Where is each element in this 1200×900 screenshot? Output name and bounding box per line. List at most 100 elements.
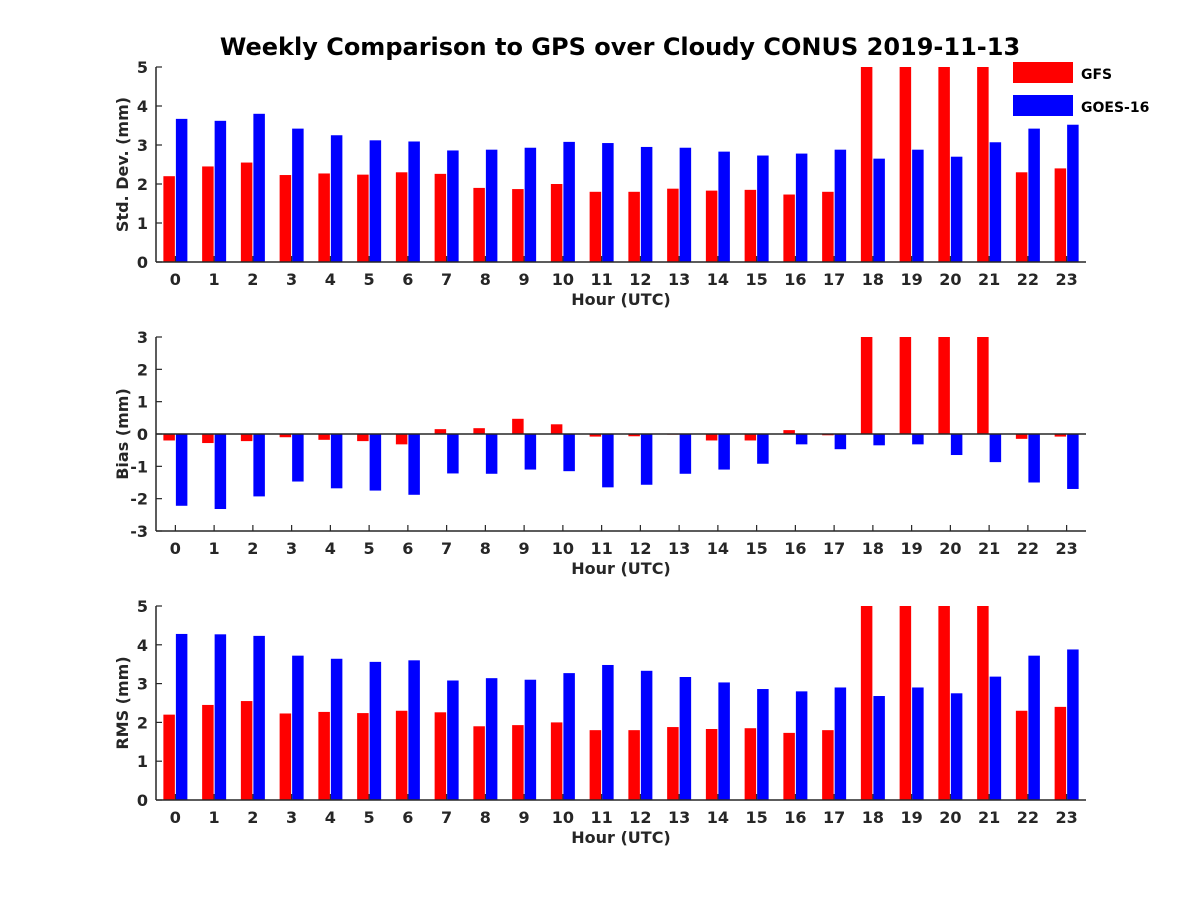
bar-goes16-hour-1 bbox=[214, 434, 227, 510]
bar-goes16-hour-7 bbox=[447, 434, 459, 474]
y-tick-label: -2 bbox=[130, 490, 148, 509]
x-tick-label: 0 bbox=[170, 539, 181, 558]
bar-gfs-hour-8 bbox=[473, 726, 485, 800]
bar-goes16-hour-9 bbox=[524, 147, 537, 262]
x-tick-label: 20 bbox=[939, 539, 961, 558]
x-tick-label: 21 bbox=[978, 270, 1000, 289]
x-axis-label: Hour (UTC) bbox=[571, 290, 671, 309]
bar-goes16-hour-2 bbox=[253, 635, 265, 800]
bar-gfs-hour-10 bbox=[550, 722, 563, 800]
x-tick-label: 19 bbox=[900, 539, 922, 558]
bar-goes16-hour-8 bbox=[485, 678, 498, 800]
bar-gfs-hour-9 bbox=[512, 418, 524, 434]
x-tick-label: 1 bbox=[209, 270, 220, 289]
x-tick-label: 18 bbox=[862, 539, 884, 558]
legend-label-gfs: GFS bbox=[1081, 67, 1112, 83]
bar-goes16-hour-20 bbox=[950, 434, 963, 456]
bar-goes16-hour-10 bbox=[563, 673, 575, 800]
x-tick-label: 18 bbox=[862, 808, 884, 827]
bar-goes16-hour-4 bbox=[330, 658, 343, 800]
x-tick-label: 7 bbox=[441, 539, 452, 558]
y-axis-label: Bias (mm) bbox=[113, 388, 132, 480]
bar-goes16-hour-0 bbox=[175, 118, 188, 263]
x-axis-label: Hour (UTC) bbox=[571, 559, 671, 578]
legend-label-goes16: GOES-16 bbox=[1081, 100, 1149, 116]
x-tick-label: 16 bbox=[784, 270, 806, 289]
bar-gfs-hour-10 bbox=[550, 184, 563, 262]
bar-gfs-hour-15 bbox=[744, 189, 757, 262]
bar-gfs-hour-15 bbox=[744, 728, 757, 800]
bar-goes16-hour-15 bbox=[757, 689, 769, 800]
chart-title: Weekly Comparison to GPS over Cloudy CON… bbox=[220, 33, 1020, 61]
bar-goes16-hour-12 bbox=[640, 434, 653, 485]
y-tick-label: 3 bbox=[137, 136, 148, 155]
bar-gfs-hour-1 bbox=[202, 166, 214, 262]
x-tick-label: 22 bbox=[1017, 808, 1039, 827]
bar-gfs-hour-19 bbox=[899, 67, 912, 262]
bar-goes16-hour-12 bbox=[640, 146, 653, 262]
x-tick-label: 15 bbox=[745, 270, 767, 289]
bar-goes16-hour-22 bbox=[1028, 434, 1040, 483]
bar-goes16-hour-6 bbox=[408, 660, 420, 800]
bar-gfs-hour-3 bbox=[279, 713, 292, 800]
bar-goes16-hour-14 bbox=[718, 151, 730, 262]
bar-gfs-hour-18 bbox=[860, 606, 873, 800]
bar-gfs-hour-13 bbox=[667, 188, 679, 262]
bar-goes16-hour-8 bbox=[485, 434, 498, 474]
bar-goes16-hour-5 bbox=[369, 434, 382, 491]
bar-goes16-hour-7 bbox=[447, 150, 459, 262]
x-tick-label: 2 bbox=[247, 539, 258, 558]
bar-goes16-hour-11 bbox=[602, 434, 614, 488]
bar-gfs-hour-5 bbox=[357, 713, 369, 800]
bar-goes16-hour-23 bbox=[1067, 649, 1079, 800]
x-tick-label: 19 bbox=[900, 808, 922, 827]
y-tick-label: 0 bbox=[137, 425, 148, 444]
bar-gfs-hour-7 bbox=[434, 173, 447, 262]
bar-goes16-hour-16 bbox=[795, 691, 808, 800]
x-tick-label: 20 bbox=[939, 270, 961, 289]
x-tick-label: 13 bbox=[668, 539, 690, 558]
bar-gfs-hour-5 bbox=[357, 434, 369, 442]
bar-gfs-hour-14 bbox=[705, 434, 718, 441]
bar-goes16-hour-16 bbox=[795, 434, 808, 445]
bar-gfs-hour-4 bbox=[318, 434, 330, 440]
x-tick-label: 6 bbox=[402, 808, 413, 827]
x-tick-label: 0 bbox=[170, 270, 181, 289]
bar-goes16-hour-9 bbox=[524, 434, 537, 470]
x-tick-label: 5 bbox=[364, 539, 375, 558]
bar-gfs-hour-14 bbox=[705, 729, 718, 800]
bar-goes16-hour-3 bbox=[292, 128, 304, 262]
x-tick-label: 10 bbox=[552, 270, 574, 289]
bar-goes16-hour-11 bbox=[602, 664, 614, 800]
x-tick-label: 12 bbox=[629, 270, 651, 289]
bar-gfs-hour-17 bbox=[822, 730, 834, 800]
bar-gfs-hour-16 bbox=[783, 194, 795, 262]
x-tick-label: 10 bbox=[552, 808, 574, 827]
bar-gfs-hour-19 bbox=[899, 606, 912, 800]
y-axis-label: Std. Dev. (mm) bbox=[113, 97, 132, 232]
bar-goes16-hour-17 bbox=[834, 434, 847, 450]
bar-goes16-hour-22 bbox=[1028, 655, 1040, 800]
y-tick-label: 2 bbox=[137, 175, 148, 194]
x-tick-label: 6 bbox=[402, 270, 413, 289]
x-tick-label: 21 bbox=[978, 539, 1000, 558]
y-axis-label: RMS (mm) bbox=[113, 656, 132, 749]
x-tick-label: 8 bbox=[480, 539, 491, 558]
bar-goes16-hour-15 bbox=[757, 155, 769, 262]
bar-gfs-hour-2 bbox=[240, 701, 253, 800]
x-tick-label: 16 bbox=[784, 539, 806, 558]
bar-goes16-hour-5 bbox=[369, 140, 382, 262]
bar-goes16-hour-3 bbox=[292, 434, 304, 482]
bar-goes16-hour-8 bbox=[485, 149, 498, 262]
x-tick-label: 23 bbox=[1055, 539, 1077, 558]
bar-gfs-hour-23 bbox=[1054, 434, 1067, 437]
y-tick-label: -3 bbox=[130, 522, 148, 541]
x-tick-label: 3 bbox=[286, 270, 297, 289]
bar-gfs-hour-6 bbox=[395, 434, 408, 445]
bar-goes16-hour-4 bbox=[330, 135, 343, 262]
bar-gfs-hour-18 bbox=[860, 67, 873, 262]
bar-gfs-hour-1 bbox=[202, 434, 214, 444]
bar-goes16-hour-16 bbox=[795, 153, 808, 262]
bar-gfs-hour-7 bbox=[434, 429, 447, 434]
